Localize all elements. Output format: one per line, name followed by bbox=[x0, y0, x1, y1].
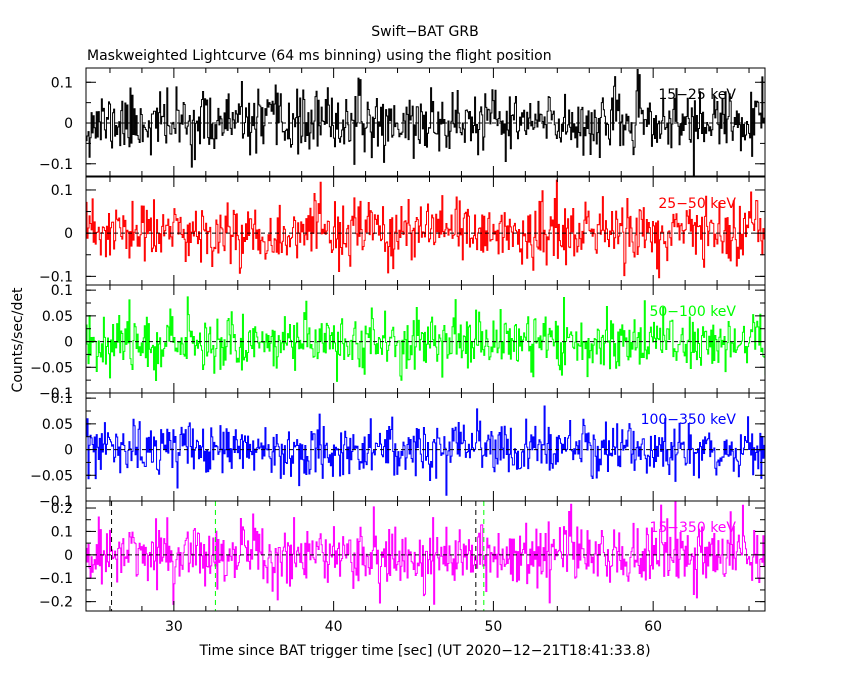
panels-layer: 0.1 0 −0.1 15−25 keV 0.1 0 −0.1 25−50 keV 0.1 0.0… bbox=[30, 67, 766, 635]
lightcurve-series bbox=[86, 179, 765, 279]
y-tick-label: 0 bbox=[64, 226, 73, 242]
y-tick-label: 0.1 bbox=[51, 283, 73, 299]
lightcurve-series bbox=[86, 69, 765, 176]
y-tick-label: −0.05 bbox=[30, 360, 73, 376]
y-tick-label: 0 bbox=[64, 548, 73, 564]
panel-frame bbox=[85, 67, 766, 177]
band-label: 100−350 keV bbox=[641, 412, 737, 428]
y-tick-label: −0.05 bbox=[30, 468, 73, 484]
y-tick-label: −0.2 bbox=[39, 595, 73, 611]
y-tick-label: −0.1 bbox=[39, 386, 73, 402]
x-tick-label: 30 bbox=[165, 619, 183, 635]
panel-2: 0.1 0 −0.1 25−50 keV bbox=[39, 176, 766, 286]
band-label: 25−50 keV bbox=[658, 196, 736, 212]
y-tick-label: 0 bbox=[64, 443, 73, 459]
y-axis-label: Counts/sec/det bbox=[10, 287, 26, 392]
panel-1: 0.1 0 −0.1 15−25 keV bbox=[39, 67, 766, 177]
y-tick-label: 0.1 bbox=[51, 391, 73, 407]
x-tick-label: 40 bbox=[325, 619, 343, 635]
y-tick-label: 0.1 bbox=[51, 75, 73, 91]
y-tick-label: −0.1 bbox=[39, 157, 73, 173]
y-tick-label: −0.1 bbox=[39, 269, 73, 285]
band-label: 15−350 keV bbox=[649, 520, 736, 536]
chart-title: Swift−BAT GRB bbox=[371, 24, 478, 40]
y-tick-label: 0 bbox=[64, 335, 73, 351]
chart-subtitle: Maskweighted Lightcurve (64 ms binning) … bbox=[87, 48, 552, 64]
y-tick-label: 0.1 bbox=[51, 183, 73, 199]
lightcurve-series bbox=[86, 405, 765, 496]
band-label: 15−25 keV bbox=[658, 87, 736, 103]
y-tick-label: −0.1 bbox=[39, 494, 73, 510]
panel-4: 0.1 0.05 0 −0.05 −0.1 100−350 keV bbox=[30, 391, 766, 510]
x-axis-label: Time since BAT trigger time [sec] (UT 20… bbox=[198, 643, 650, 659]
lightcurve-series bbox=[86, 501, 765, 605]
panel-frame bbox=[85, 500, 766, 612]
y-tick-label: 0.2 bbox=[51, 501, 73, 517]
y-tick-label: 0.05 bbox=[42, 417, 73, 433]
panel-5: 0.2 0.1 0 −0.1 −0.2 15−350 keV bbox=[39, 500, 766, 612]
panel-3: 0.1 0.05 0 −0.05 −0.1 50−100 keV bbox=[30, 283, 766, 402]
x-tick-label: 60 bbox=[644, 619, 662, 635]
y-tick-label: −0.1 bbox=[39, 571, 73, 587]
band-label: 50−100 keV bbox=[649, 304, 736, 320]
x-tick-label: 50 bbox=[484, 619, 502, 635]
y-tick-label: 0.05 bbox=[42, 309, 73, 325]
y-tick-label: 0 bbox=[64, 116, 73, 132]
y-tick-label: 0.1 bbox=[51, 524, 73, 540]
lightcurve-series bbox=[86, 296, 765, 382]
